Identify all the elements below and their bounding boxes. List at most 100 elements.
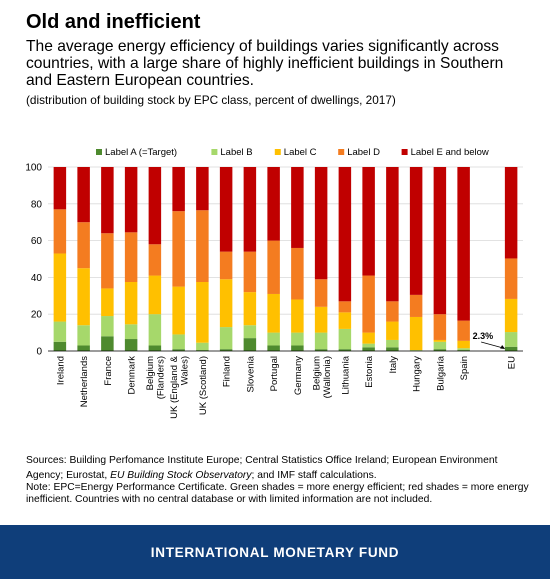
bar-estonia-label-a-target <box>362 347 375 351</box>
bar-uk-england-wales-label-e-and-below <box>172 167 185 212</box>
bar-belgium-flanders-label-a-target <box>148 345 162 351</box>
x-tick-label: Italy <box>388 356 399 374</box>
y-tick-label: 40 <box>31 273 43 284</box>
bar-ireland-label-c <box>53 253 67 322</box>
bar-uk-england-wales-label-a-target <box>172 349 185 351</box>
x-tick-label: Hungary <box>412 356 423 392</box>
chart-subtitle: The average energy efficiency of buildin… <box>26 38 504 89</box>
bar-italy-label-d <box>386 301 399 322</box>
x-tick-label: Spain <box>459 356 470 380</box>
y-tick-label: 20 <box>31 310 43 321</box>
annotation-label: 2.3% <box>473 331 494 341</box>
bar-ireland-label-d <box>53 209 67 254</box>
bar-estonia-label-e-and-below <box>362 167 375 276</box>
legend-swatch-label-e-and-below <box>401 149 408 155</box>
bar-bulgaria-label-e-and-below <box>433 167 447 315</box>
bar-finland-label-c <box>219 279 233 328</box>
x-tick-label: Belgium <box>311 356 322 390</box>
bar-eu-label-b <box>504 332 518 347</box>
bar-germany-label-e-and-below <box>291 167 304 248</box>
bar-uk-scotland-label-b <box>196 342 209 351</box>
bar-slovenia-label-b <box>243 325 257 339</box>
bar-lithuania-label-e-and-below <box>338 167 352 302</box>
unit-note: (distribution of building stock by EPC c… <box>26 93 396 107</box>
bar-hungary-label-b <box>409 350 423 351</box>
bar-uk-england-wales-label-d <box>172 211 185 287</box>
bar-eu-label-d <box>504 258 518 299</box>
bar-uk-scotland-label-c <box>196 282 209 343</box>
x-tick-label: Netherlands <box>79 356 90 407</box>
bar-bulgaria-label-b <box>433 341 447 350</box>
x-tick-label: EU <box>507 356 518 369</box>
bar-belgium-wallonia-label-d <box>314 279 328 307</box>
bar-netherlands-label-d <box>77 222 90 269</box>
bar-netherlands-label-b <box>77 325 90 346</box>
bar-slovenia-label-c <box>243 292 257 326</box>
bar-france-label-d <box>101 233 114 289</box>
bar-italy-label-c <box>386 321 399 340</box>
sources-italic-text: EU Building Stock Observatory <box>110 470 252 481</box>
sources-suffix-text: ; and IMF staff calculations. <box>251 470 377 481</box>
bar-finland-label-a-target <box>219 349 233 351</box>
bar-ireland-label-e-and-below <box>53 167 67 210</box>
x-tick-label: (Wallonia) <box>322 356 333 398</box>
bar-denmark-label-a-target <box>124 339 138 351</box>
bar-eu-label-e-and-below <box>504 167 518 259</box>
bar-italy-label-a-target <box>386 347 399 351</box>
legend-swatch-label-a-target <box>96 149 102 155</box>
brand-name: INTERNATIONAL MONETARY FUND <box>150 544 400 560</box>
bar-slovenia-label-e-and-below <box>243 167 257 252</box>
chart-title: Old and inefficient <box>26 11 201 33</box>
bar-portugal-label-a-target <box>267 345 280 351</box>
legend-label-label-b: Label B <box>220 147 252 158</box>
bar-denmark-label-d <box>124 232 138 282</box>
legend-label-label-a-target: Label A (=Target) <box>105 147 177 158</box>
bar-belgium-wallonia-label-e-and-below <box>314 167 328 280</box>
bar-estonia-label-b <box>362 343 375 348</box>
bar-belgium-wallonia-label-b <box>314 332 328 350</box>
bar-germany-label-c <box>291 299 304 333</box>
footer-bar: INTERNATIONAL MONETARY FUND <box>0 525 550 579</box>
bar-belgium-flanders-label-b <box>148 314 162 346</box>
x-tick-label: UK (England & <box>169 355 180 419</box>
bar-italy-label-e-and-below <box>386 167 399 302</box>
y-tick-label: 100 <box>25 163 42 174</box>
legend-swatch-label-d <box>338 149 345 155</box>
legend-swatch-label-c <box>274 149 281 155</box>
bar-eu-label-c <box>504 298 518 333</box>
x-tick-label: Germany <box>293 356 304 395</box>
bar-italy-label-b <box>386 339 399 348</box>
bar-portugal-label-c <box>267 293 280 333</box>
annotation-arrow-line <box>481 341 504 349</box>
bar-belgium-wallonia-label-a-target <box>314 349 328 351</box>
bar-netherlands-label-c <box>77 268 90 326</box>
bar-belgium-flanders-label-e-and-below <box>148 167 162 245</box>
legend-label-label-c: Label C <box>284 147 317 158</box>
bar-hungary-label-d <box>409 294 423 317</box>
x-tick-label: France <box>103 356 114 386</box>
bar-slovenia-label-d <box>243 251 257 293</box>
bar-spain-label-e-and-below <box>457 167 470 321</box>
bar-uk-scotland-label-a-target <box>196 350 209 351</box>
bar-france-label-c <box>101 288 114 317</box>
bar-netherlands-label-a-target <box>77 345 90 351</box>
bar-lithuania-label-c <box>338 312 352 329</box>
bar-germany-label-a-target <box>291 345 304 351</box>
x-tick-label: Finland <box>222 356 233 387</box>
bar-lithuania-label-a-target <box>338 349 352 351</box>
annotation-arrow-head <box>500 345 506 349</box>
bar-portugal-label-e-and-below <box>267 167 280 241</box>
x-tick-label: Belgium <box>145 356 156 390</box>
x-tick-label: UK (Scotland) <box>198 356 209 415</box>
bar-spain-label-b <box>457 348 470 351</box>
bar-portugal-label-d <box>267 240 280 294</box>
bar-hungary-label-c <box>409 316 423 351</box>
x-tick-label: Ireland <box>55 356 66 385</box>
bar-germany-label-b <box>291 332 304 346</box>
legend-label-label-d: Label D <box>347 147 380 158</box>
y-tick-label: 80 <box>31 199 43 210</box>
bar-uk-scotland-label-d <box>196 210 209 282</box>
legend-label-label-e-and-below: Label E and below <box>411 147 489 158</box>
footnote: Note: EPC=Energy Performance Certificate… <box>26 482 529 505</box>
y-tick-label: 0 <box>36 347 42 358</box>
